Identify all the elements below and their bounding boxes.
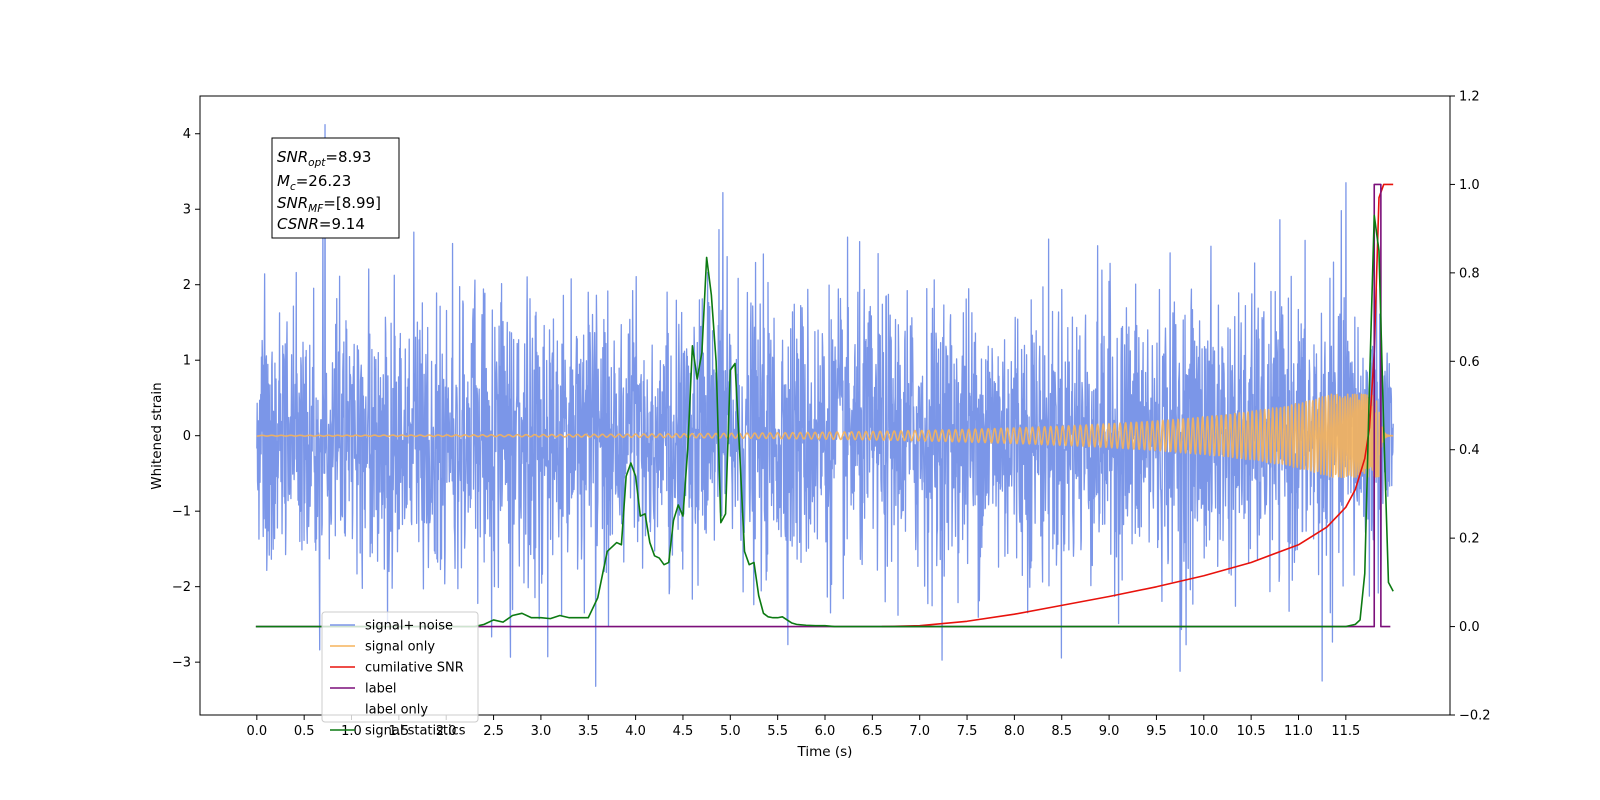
annotation-csnr: CSNR=9.14 bbox=[277, 215, 365, 233]
x-tick-label: 0.0 bbox=[246, 724, 267, 739]
y-tick-left-label: 2 bbox=[183, 278, 191, 293]
annotation-box: SNRopt=8.93 Mc=26.23 SNRMF=[8.99] CSNR=9… bbox=[271, 137, 400, 239]
y-tick-right-label: 0.8 bbox=[1459, 266, 1480, 281]
x-tick-label: 10.5 bbox=[1237, 724, 1266, 739]
y-tick-right-label: 1.0 bbox=[1459, 178, 1480, 193]
y-tick-left-label: 1 bbox=[183, 354, 191, 369]
x-tick-label: 5.0 bbox=[720, 724, 741, 739]
x-tick-label: 7.5 bbox=[957, 724, 978, 739]
series-line-signal-statistics bbox=[255, 214, 1394, 628]
legend-label-cumilative-snr: cumilative SNR bbox=[365, 661, 464, 676]
legend-label-label-only: label only bbox=[365, 703, 428, 718]
x-tick-label: 4.0 bbox=[625, 724, 646, 739]
x-tick-label: 7.0 bbox=[909, 724, 930, 739]
legend-frame bbox=[321, 611, 479, 723]
y-tick-left-label: −2 bbox=[172, 580, 191, 595]
y-tick-right-label: 0.0 bbox=[1459, 620, 1480, 635]
annotation-snr-opt: SNRopt=8.93 bbox=[277, 148, 371, 169]
x-tick-label: 10.0 bbox=[1189, 724, 1218, 739]
y-tick-right-label: 0.4 bbox=[1459, 443, 1480, 458]
x-tick-label: 1.5 bbox=[389, 724, 410, 739]
y-tick-right-label: 0.2 bbox=[1459, 532, 1480, 547]
x-tick-label: 11.5 bbox=[1331, 724, 1360, 739]
y-tick-right-label: 1.2 bbox=[1459, 90, 1480, 105]
y-tick-left-label: 3 bbox=[183, 203, 191, 218]
series-line-signal-only bbox=[256, 393, 1394, 478]
series-layer bbox=[255, 124, 1394, 687]
y-axis-left: −3 −2 −1 0 1 2 3 4 bbox=[172, 127, 200, 671]
y-axis-left-label: Whitened strain bbox=[149, 382, 165, 489]
legend-label-signal-statistics: signal statistics bbox=[365, 724, 466, 739]
annotation-chirp-mass: Mc=26.23 bbox=[277, 172, 351, 193]
x-axis: 0.0 0.5 1.0 1.5 2.0 2.5 3.0 3.5 4.0 4.5 5.0 5.5 6.0 6… bbox=[246, 715, 1360, 739]
x-tick-label: 9.5 bbox=[1146, 724, 1167, 739]
y-axis-right: −0.2 0.0 0.2 0.4 0.6 0.8 1.0 1.2 bbox=[1450, 90, 1491, 724]
y-tick-left-label: 0 bbox=[183, 429, 191, 444]
annotation-frame bbox=[271, 137, 400, 239]
x-tick-label: 9.0 bbox=[1099, 724, 1120, 739]
y-tick-left-label: 4 bbox=[183, 127, 191, 142]
x-tick-label: 6.5 bbox=[862, 724, 883, 739]
legend: signal+ noise signal only cumilative SNR la… bbox=[321, 611, 479, 739]
x-tick-label: 0.5 bbox=[294, 724, 315, 739]
legend-label-signal-noise: signal+ noise bbox=[365, 619, 453, 634]
x-tick-label: 5.5 bbox=[767, 724, 788, 739]
x-tick-label: 11.0 bbox=[1284, 724, 1313, 739]
x-tick-label: 1.0 bbox=[341, 724, 362, 739]
x-tick-label: 2.5 bbox=[483, 724, 504, 739]
x-tick-label: 3.0 bbox=[531, 724, 552, 739]
x-tick-label: 8.5 bbox=[1051, 724, 1072, 739]
y-tick-left-label: −1 bbox=[172, 505, 191, 520]
y-tick-right-label: −0.2 bbox=[1459, 709, 1491, 724]
x-tick-label: 8.0 bbox=[1004, 724, 1025, 739]
x-tick-label: 4.5 bbox=[673, 724, 694, 739]
x-axis-label: Time (s) bbox=[797, 744, 853, 760]
x-tick-label: 2.0 bbox=[436, 724, 457, 739]
legend-label-signal-only: signal only bbox=[365, 640, 435, 655]
y-tick-right-label: 0.6 bbox=[1459, 355, 1480, 370]
x-tick-label: 3.5 bbox=[578, 724, 599, 739]
legend-label-label: label bbox=[365, 682, 396, 697]
annotation-snr-mf: SNRMF=[8.99] bbox=[277, 194, 381, 215]
y-tick-left-label: −3 bbox=[172, 656, 191, 671]
x-tick-label: 6.0 bbox=[815, 724, 836, 739]
